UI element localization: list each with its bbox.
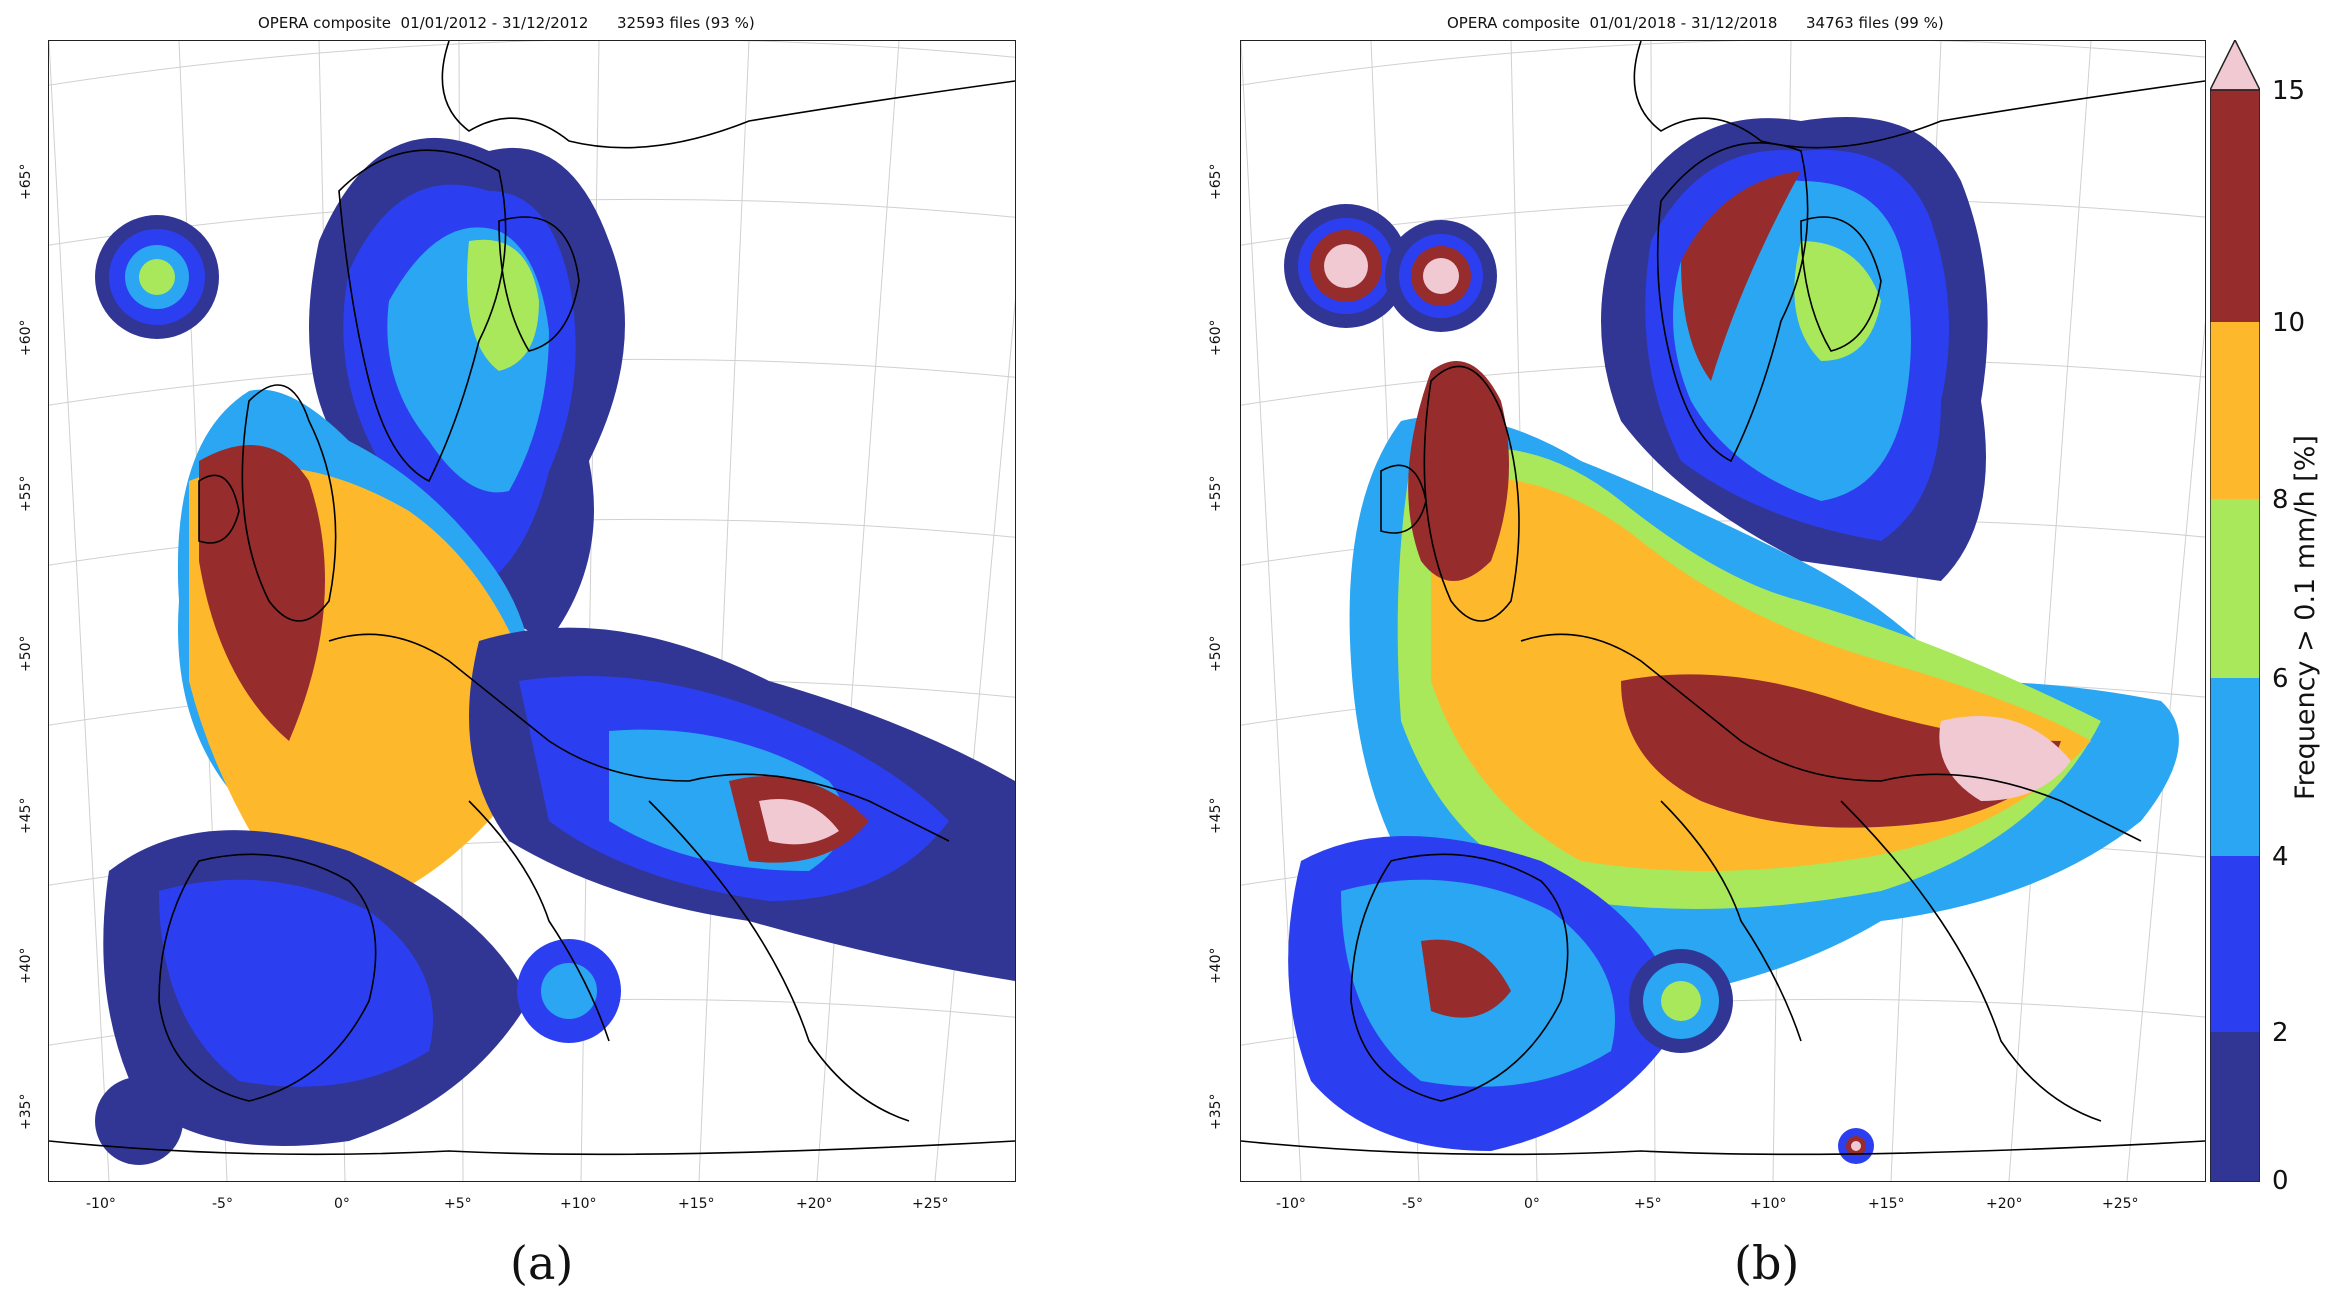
precipitation-map-2018	[1241, 41, 2205, 1181]
panel-label: (b)	[1734, 1236, 1800, 1290]
lon-tick: +25°	[912, 1196, 949, 1212]
lat-tick: +55°	[18, 475, 34, 512]
coastlines	[49, 41, 1015, 1156]
lon-tick: +15°	[678, 1196, 715, 1212]
colorbar-band-6-8	[2210, 499, 2260, 678]
lat-tick: +35°	[1208, 1093, 1224, 1130]
lat-tick: +55°	[1208, 475, 1224, 512]
colorbar-tick: 15	[2272, 76, 2306, 106]
lat-tick: +60°	[18, 319, 34, 356]
lon-tick: +15°	[1868, 1196, 1905, 1212]
lon-tick: +20°	[1986, 1196, 2023, 1212]
colorbar-label: Frequency > 0.1 mm/h [%]	[2290, 435, 2321, 800]
colorbar-tick: 4	[2272, 842, 2289, 872]
colorbar-outline	[2210, 89, 2260, 1182]
colorbar-band-4-6	[2210, 678, 2260, 856]
panel-label: (a)	[510, 1236, 574, 1290]
map-frame	[48, 40, 1016, 1182]
panel-title: OPERA composite 01/01/2012 - 31/12/2012 …	[258, 14, 755, 32]
colorbar-tick: 6	[2272, 664, 2289, 694]
colorbar-band-2-4	[2210, 856, 2260, 1032]
lon-tick: -5°	[212, 1196, 233, 1212]
lon-tick: -5°	[1402, 1196, 1423, 1212]
colorbar-band-8-10	[2210, 322, 2260, 499]
colorbar-extend-arrow	[2210, 40, 2260, 91]
coastlines	[1241, 41, 2205, 1156]
map-panel-b: OPERA composite 01/01/2018 - 31/12/2018 …	[1190, 0, 2332, 1304]
precipitation-map-2012	[49, 41, 1015, 1181]
radar-coverage	[1284, 117, 2179, 1164]
lon-tick: 0°	[334, 1196, 350, 1212]
colorbar-tick: 0	[2272, 1166, 2289, 1196]
colorbar-tick: 8	[2272, 485, 2289, 515]
panel-title: OPERA composite 01/01/2018 - 31/12/2018 …	[1447, 14, 1944, 32]
lat-tick: +40°	[18, 947, 34, 984]
lon-tick: +25°	[2102, 1196, 2139, 1212]
lon-tick: +5°	[444, 1196, 472, 1212]
lat-tick: +50°	[1208, 635, 1224, 672]
lat-tick: +65°	[1208, 163, 1224, 200]
lon-tick: +10°	[560, 1196, 597, 1212]
map-frame	[1240, 40, 2206, 1182]
colorbar-band-0-2	[2210, 1032, 2260, 1182]
lon-tick: +5°	[1634, 1196, 1662, 1212]
lat-tick: +45°	[18, 797, 34, 834]
lon-tick: -10°	[1276, 1196, 1306, 1212]
lat-tick: +65°	[18, 163, 34, 200]
lat-tick: +40°	[1208, 947, 1224, 984]
map-panel-a: OPERA composite 01/01/2012 - 31/12/2012 …	[0, 0, 1060, 1304]
colorbar-band-10-15	[2210, 90, 2260, 322]
lon-tick: 0°	[1524, 1196, 1540, 1212]
lon-tick: -10°	[86, 1196, 116, 1212]
lat-tick: +60°	[1208, 319, 1224, 356]
lon-tick: +20°	[796, 1196, 833, 1212]
lon-tick: +10°	[1750, 1196, 1787, 1212]
radar-coverage	[95, 137, 1015, 1165]
lat-tick: +45°	[1208, 797, 1224, 834]
colorbar-tick: 2	[2272, 1018, 2289, 1048]
lat-tick: +35°	[18, 1093, 34, 1130]
colorbar-tick: 10	[2272, 308, 2306, 338]
colorbar	[2210, 40, 2260, 1182]
lat-tick: +50°	[18, 635, 34, 672]
